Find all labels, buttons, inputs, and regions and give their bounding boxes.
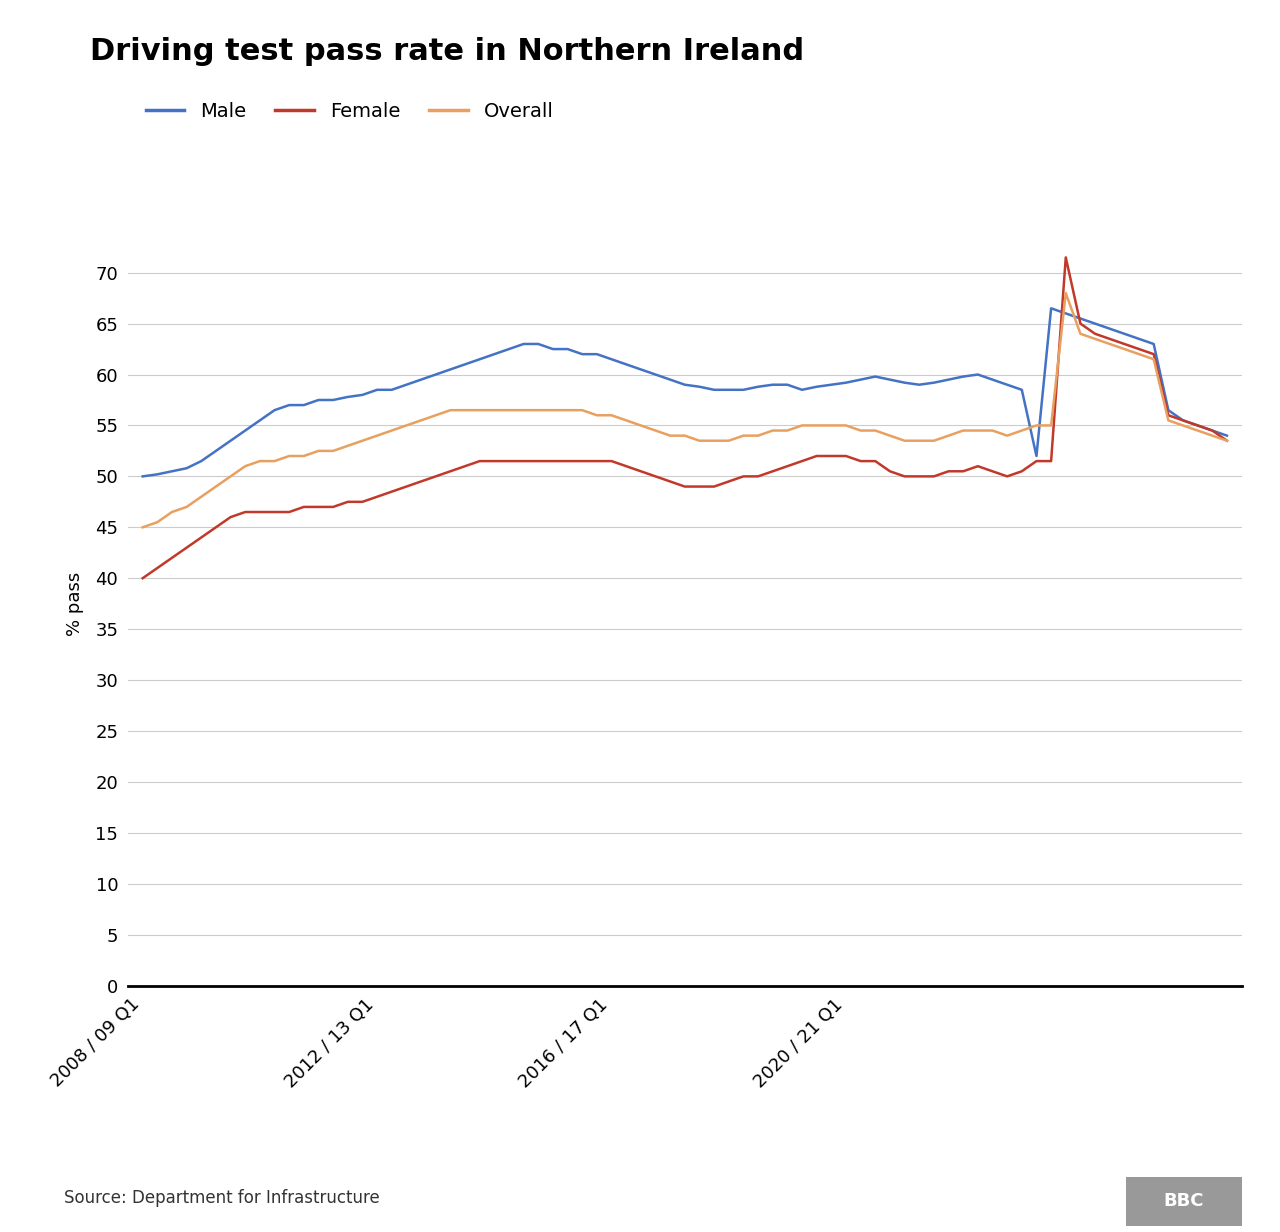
Text: Driving test pass rate in Northern Ireland: Driving test pass rate in Northern Irela… (90, 37, 804, 67)
Female (955, 464, 970, 479)
Male (1220, 429, 1235, 444)
Y-axis label: % pass: % pass (67, 572, 84, 636)
Overall (134, 520, 150, 535)
Overall (984, 423, 1000, 437)
Text: BBC: BBC (1164, 1193, 1204, 1210)
Male (134, 469, 150, 484)
Line: Male: Male (142, 308, 1228, 477)
Female (1116, 336, 1132, 351)
Legend: Male, Female, Overall: Male, Female, Overall (138, 94, 562, 128)
Female (984, 464, 1000, 479)
Overall (1000, 429, 1015, 444)
Overall (955, 423, 970, 437)
Male (1043, 301, 1059, 315)
Male (1000, 377, 1015, 392)
Male (1029, 448, 1044, 463)
Overall (1059, 286, 1074, 301)
Male (955, 370, 970, 384)
Female (223, 510, 238, 525)
Female (1000, 469, 1015, 484)
Line: Female: Female (142, 257, 1228, 578)
Line: Overall: Overall (142, 293, 1228, 527)
Male (223, 434, 238, 448)
Overall (1029, 418, 1044, 432)
Female (1059, 250, 1074, 265)
Female (1220, 434, 1235, 448)
Female (1029, 453, 1044, 468)
Overall (1220, 434, 1235, 448)
Overall (1116, 341, 1132, 356)
Male (1116, 326, 1132, 341)
Male (984, 372, 1000, 387)
Text: Source: Department for Infrastructure: Source: Department for Infrastructure (64, 1189, 380, 1207)
Overall (223, 469, 238, 484)
Female (134, 570, 150, 585)
